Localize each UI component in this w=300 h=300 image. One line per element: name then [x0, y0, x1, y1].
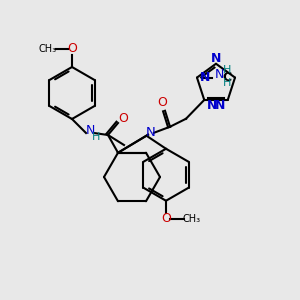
Text: O: O [118, 112, 128, 124]
Text: N: N [207, 99, 217, 112]
Text: H: H [223, 64, 231, 75]
Text: N: N [85, 124, 95, 137]
Text: C: C [223, 71, 232, 84]
Text: CH₃: CH₃ [39, 44, 57, 54]
Text: O: O [161, 212, 171, 225]
Text: O: O [157, 96, 167, 109]
Text: H: H [223, 78, 231, 88]
Text: O: O [67, 43, 77, 56]
Text: N: N [214, 68, 224, 81]
Text: N: N [200, 71, 210, 84]
Text: N: N [214, 99, 225, 112]
Text: H: H [92, 132, 100, 142]
Text: N: N [146, 126, 156, 139]
Text: N: N [211, 52, 221, 65]
Text: CH₃: CH₃ [183, 214, 201, 224]
